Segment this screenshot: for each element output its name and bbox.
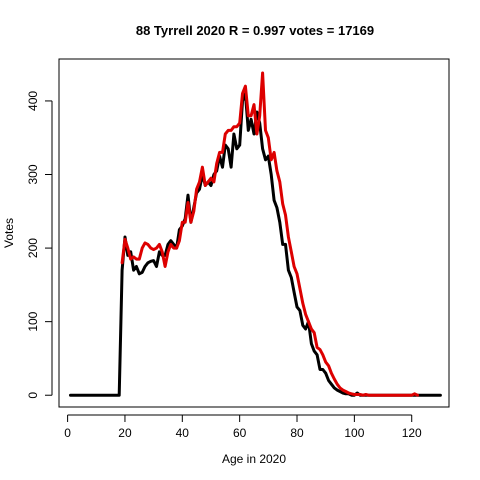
series-line-2 bbox=[120, 71, 419, 397]
x-tick-label: 120 bbox=[402, 426, 422, 440]
x-tick-label: 100 bbox=[344, 426, 364, 440]
plot-frame bbox=[58, 58, 450, 408]
y-axis: 0 100 200 300 400 bbox=[26, 91, 53, 399]
series-layer bbox=[69, 71, 442, 397]
x-axis: 0 20 40 60 80 100 120 bbox=[64, 414, 422, 440]
y-tick-label: 100 bbox=[26, 311, 40, 331]
x-tick-label: 60 bbox=[233, 426, 247, 440]
x-tick-label: 20 bbox=[118, 426, 132, 440]
y-axis-label: Votes bbox=[2, 218, 16, 248]
x-tick-label: 40 bbox=[176, 426, 190, 440]
x-tick-label: 0 bbox=[64, 426, 71, 440]
chart-title: 88 Tyrrell 2020 R = 0.997 votes = 17169 bbox=[136, 23, 374, 38]
y-tick-label: 0 bbox=[26, 392, 40, 399]
y-tick-label: 200 bbox=[26, 238, 40, 258]
y-tick-label: 300 bbox=[26, 164, 40, 184]
x-axis-label: Age in 2020 bbox=[222, 452, 286, 466]
x-tick-label: 80 bbox=[290, 426, 304, 440]
y-tick-label: 400 bbox=[26, 91, 40, 111]
